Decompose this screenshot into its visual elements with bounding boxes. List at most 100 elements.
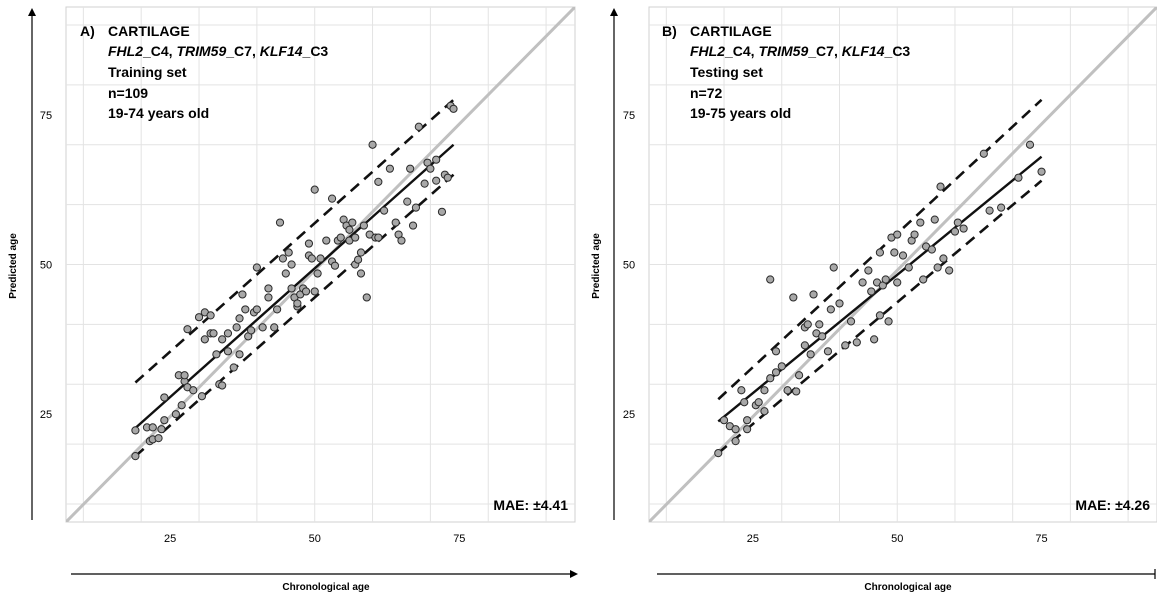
mae-label: MAE: ±4.41 <box>493 497 568 513</box>
data-point <box>200 335 209 344</box>
data-point <box>246 326 256 335</box>
y-tick-label: 75 <box>623 110 635 122</box>
data-point <box>180 371 189 380</box>
panel-label: B) <box>662 23 677 39</box>
data-point <box>273 305 282 314</box>
data-point <box>884 317 893 326</box>
data-point <box>197 392 207 401</box>
data-point <box>841 341 850 350</box>
y-tick-label: 50 <box>623 260 635 272</box>
annotation-block: A) CARTILAGE FHL2_C4, TRIM59_C7, KLF14_C… <box>80 23 328 121</box>
age-range: 19-75 years old <box>690 105 791 121</box>
data-point <box>183 325 192 334</box>
lower-interval-line <box>717 179 1043 455</box>
data-point <box>432 176 441 185</box>
data-point <box>815 320 824 329</box>
data-point <box>238 290 247 299</box>
data-point <box>437 207 447 216</box>
data-point <box>803 320 812 329</box>
data-point <box>985 206 994 215</box>
data-point <box>278 254 288 263</box>
data-point <box>362 293 371 302</box>
data-point <box>881 275 890 284</box>
data-point <box>766 275 775 284</box>
data-point <box>218 381 227 390</box>
data-point <box>867 287 876 296</box>
data-point <box>916 218 925 227</box>
marker-list: FHL2_C4, TRIM59_C7, KLF14_C3 <box>690 43 910 59</box>
data-point <box>754 398 763 407</box>
data-point <box>281 269 290 278</box>
data-point <box>852 338 861 347</box>
data-point <box>310 185 319 194</box>
data-point <box>232 323 241 332</box>
data-point <box>206 311 215 320</box>
data-point <box>160 416 169 425</box>
tick-labels: 25 50 75 25 50 75 <box>623 110 1048 545</box>
data-point <box>351 233 360 242</box>
mae-label: MAE: ±4.26 <box>1075 497 1150 513</box>
data-point <box>330 261 340 270</box>
data-point <box>945 266 954 275</box>
age-range: 19-74 years old <box>108 105 209 121</box>
data-point <box>743 416 752 425</box>
data-point <box>936 182 945 191</box>
data-point <box>252 305 261 314</box>
data-point <box>241 305 250 314</box>
identity-line <box>649 7 1157 522</box>
data-point <box>898 251 908 260</box>
panel-label: A) <box>80 23 95 39</box>
x-tick-label: 25 <box>164 533 176 545</box>
y-tick-label: 25 <box>40 409 52 421</box>
panel-a-chart: Predicted age Chronological age 25 50 7525… <box>8 6 578 593</box>
data-point <box>356 269 366 278</box>
data-point <box>443 173 452 182</box>
data-point <box>829 263 838 272</box>
data-point <box>950 227 960 236</box>
tissue-title: CARTILAGE <box>108 23 190 39</box>
x-tick-label: 25 <box>747 533 759 545</box>
y-axis-label: Predicted age <box>591 233 602 299</box>
data-point <box>397 236 406 245</box>
data-point <box>875 248 885 257</box>
data-point <box>252 263 261 272</box>
data-point <box>939 254 948 263</box>
data-point <box>411 203 421 212</box>
data-point <box>1014 173 1023 182</box>
data-point <box>794 371 804 380</box>
data-point <box>177 401 186 410</box>
data-point <box>353 255 363 264</box>
marker-list: FHL2_C4, TRIM59_C7, KLF14_C3 <box>108 43 328 59</box>
data-point <box>235 350 244 359</box>
data-point <box>223 329 233 338</box>
data-point <box>316 254 325 263</box>
data-points <box>714 140 1046 458</box>
data-point <box>959 224 968 233</box>
tissue-title: CARTILAGE <box>690 23 772 39</box>
data-point <box>875 311 885 320</box>
data-point <box>760 407 769 416</box>
data-point <box>235 314 244 323</box>
data-point <box>760 386 769 395</box>
data-point <box>345 225 354 234</box>
data-point <box>131 426 140 435</box>
x-tick-label: 50 <box>309 533 321 545</box>
y-tick-label: 75 <box>40 110 52 122</box>
data-point <box>997 203 1006 212</box>
data-point <box>1025 140 1035 149</box>
data-points <box>131 101 458 461</box>
data-point <box>777 362 786 371</box>
data-point <box>771 347 781 356</box>
data-point <box>420 179 429 188</box>
data-point <box>893 278 902 287</box>
data-point <box>740 398 749 407</box>
data-point <box>194 313 204 322</box>
data-point <box>171 410 180 419</box>
data-point <box>336 233 345 242</box>
data-point <box>449 104 458 113</box>
data-point <box>157 425 166 434</box>
data-point <box>307 254 316 263</box>
data-point <box>893 230 902 239</box>
data-point <box>806 350 815 359</box>
data-point <box>368 140 377 149</box>
